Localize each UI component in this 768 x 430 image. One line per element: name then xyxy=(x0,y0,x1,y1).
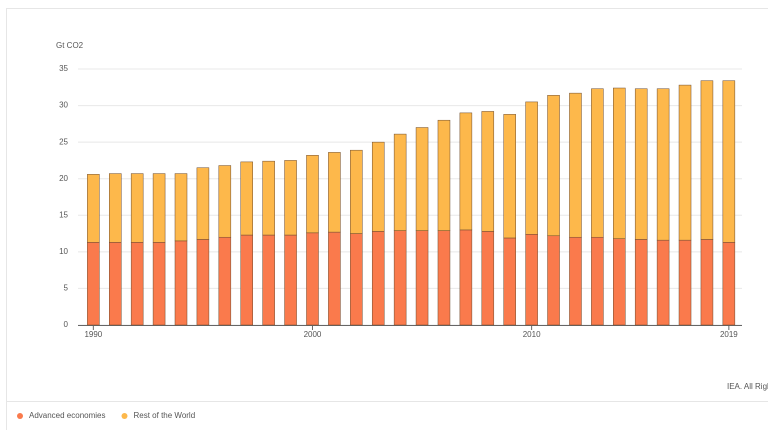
bar-segment xyxy=(328,231,341,326)
y-tick-label: 30 xyxy=(59,101,68,110)
bar-segment xyxy=(350,149,363,234)
bar-segment xyxy=(109,242,122,326)
bar-segment xyxy=(87,242,100,326)
bar-segment xyxy=(547,95,560,237)
bar-segment xyxy=(262,234,275,326)
bar-segment xyxy=(87,174,100,243)
bar-segment xyxy=(262,160,275,236)
bar-segment xyxy=(306,155,319,234)
bar-segment xyxy=(152,173,166,243)
bar-segment xyxy=(415,230,429,326)
bar-segment xyxy=(656,88,670,241)
bar-segment xyxy=(722,80,736,243)
bar-segment xyxy=(328,152,341,233)
y-tick-label: 15 xyxy=(59,210,68,219)
legend-label: Advanced economies xyxy=(29,411,106,420)
bar-segment xyxy=(525,101,538,235)
y-tick-label: 10 xyxy=(59,247,68,256)
bar-segment xyxy=(503,114,516,239)
y-axis-label: Gt CO2 xyxy=(56,41,84,50)
bar-segment xyxy=(678,84,692,241)
bar-segment xyxy=(196,239,210,326)
bar-segment xyxy=(437,230,451,326)
bar-segment xyxy=(656,239,670,326)
bar-segment xyxy=(481,231,495,326)
bar-segment xyxy=(481,111,495,232)
bar-segment xyxy=(591,88,604,238)
bar-segment xyxy=(700,80,714,240)
bar-segment xyxy=(613,87,626,239)
legend-marker xyxy=(121,413,128,419)
bar-segment xyxy=(525,234,538,326)
bar-segment xyxy=(284,234,297,326)
bar-segment xyxy=(371,231,385,326)
source-note: IEA. All Right xyxy=(727,382,768,391)
bar-segment xyxy=(569,92,582,238)
bar-segment xyxy=(218,165,232,238)
bar-segment xyxy=(613,238,626,326)
y-tick-label: 25 xyxy=(59,137,68,146)
bar-segment xyxy=(218,236,232,326)
bar-segment xyxy=(350,233,363,326)
legend-label: Rest of the World xyxy=(134,411,196,420)
bar-segment xyxy=(130,173,144,243)
bar-segment xyxy=(130,242,144,326)
x-tick-label: 2010 xyxy=(523,330,541,339)
bar-segment xyxy=(174,173,188,242)
bar-segment xyxy=(459,229,473,326)
bar-segment xyxy=(459,112,473,231)
bar-segment xyxy=(678,239,692,326)
bar-segment xyxy=(196,167,210,240)
y-tick-label: 0 xyxy=(64,320,69,329)
bar-segment xyxy=(437,119,451,231)
bar-segment xyxy=(591,236,604,326)
y-tick-label: 5 xyxy=(64,284,69,293)
bar-segment xyxy=(547,235,560,326)
bar-segment xyxy=(306,232,319,326)
bar-segment xyxy=(393,133,407,231)
bar-segment xyxy=(503,237,516,326)
bar-segment xyxy=(700,239,714,326)
y-tick-label: 35 xyxy=(59,64,68,73)
card-border xyxy=(6,8,768,430)
bar-segment xyxy=(634,88,648,240)
bar-segment xyxy=(371,141,385,232)
bar-segment xyxy=(240,234,253,326)
bar-segment xyxy=(152,242,166,326)
bar-segment xyxy=(240,161,253,236)
y-tick-label: 20 xyxy=(59,174,68,183)
bar-segment xyxy=(415,127,429,231)
bar-segment xyxy=(634,239,648,326)
bar-segment xyxy=(109,173,122,243)
x-tick-label: 2000 xyxy=(304,330,322,339)
x-tick-label: 2019 xyxy=(720,330,738,339)
bar-segment xyxy=(569,236,582,326)
bar-segment xyxy=(284,160,297,236)
bar-segment xyxy=(722,242,736,326)
x-tick-label: 1990 xyxy=(84,330,102,339)
legend-marker xyxy=(17,413,23,419)
bar-segment xyxy=(393,230,407,326)
bar-segment xyxy=(174,240,188,326)
